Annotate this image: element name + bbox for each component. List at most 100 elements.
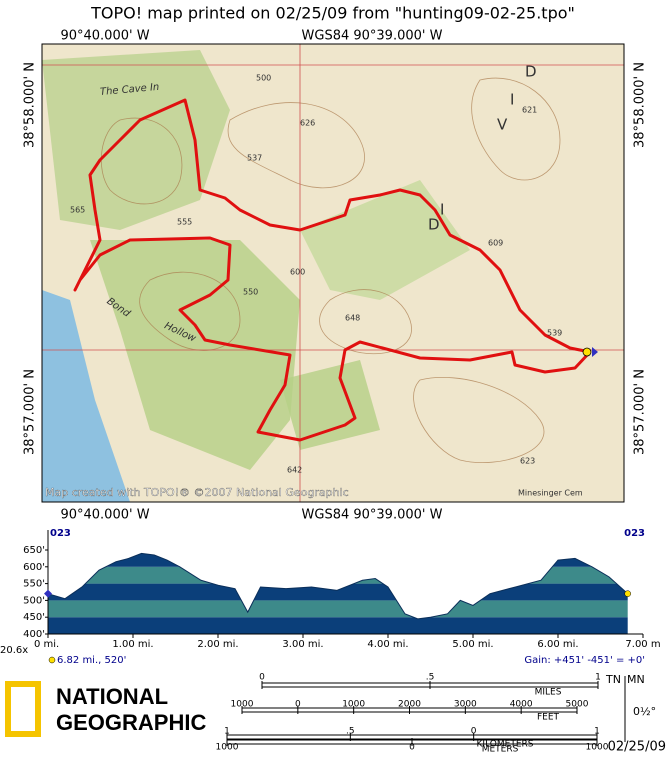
woods [90, 240, 300, 470]
map-label: I [510, 91, 514, 109]
map-label: The Cave In [100, 82, 160, 98]
scale-label: 1000 [231, 700, 254, 710]
x-tick-label: 5.00 mi. [452, 639, 493, 650]
scale-label: 2000 [398, 700, 421, 710]
logo-text: GEOGRAPHIC [56, 710, 206, 735]
coord-label: 90°40.000' W [60, 29, 149, 44]
map-label: D [525, 63, 537, 81]
cursor-marker [48, 656, 56, 664]
profile-area [47, 552, 629, 620]
coord-label: 38°57.000' N [23, 369, 38, 455]
map-label: 623 [520, 457, 535, 466]
y-tick-label: 550' [23, 579, 45, 590]
map-label: 565 [70, 206, 85, 215]
y-tick-label: 450' [23, 612, 45, 623]
scale-label: 0 [409, 743, 415, 753]
cursor-label: 6.82 mi., 520' [57, 655, 126, 666]
scale-label: 0 [295, 700, 301, 710]
map-label: 609 [488, 239, 503, 248]
water [42, 290, 130, 502]
scale-label: 1 [594, 727, 600, 737]
coord-label: 38°58.000' N [23, 62, 38, 148]
map-label: 537 [247, 154, 262, 163]
y-tick-label: 650' [23, 545, 45, 556]
map-label: I [440, 201, 444, 219]
gain-label: Gain: +451' -451' = +0' [524, 655, 645, 666]
map-label: Minesinger Cem [518, 489, 583, 498]
map-label: 550 [243, 288, 258, 297]
map-border [41, 43, 625, 503]
start-marker [592, 347, 598, 357]
scale-unit: METERS [482, 745, 519, 755]
scale-bars: 0 .5 1 MILES 1000 0 1000 2000 3000 4000 5000 FEET 1.… [216, 673, 609, 755]
north-label: TN [605, 673, 621, 686]
woods [300, 180, 470, 300]
x-tick-label: 7.00 m [625, 639, 660, 650]
scale-label: 1000 [342, 700, 365, 710]
logo-frame [5, 681, 41, 737]
scale-label: 0 [471, 727, 477, 737]
scale-label: 1000 [586, 743, 609, 753]
elevation-profile: 400' 450' 500' 550' 600' 650' 0 mi. 1.00 mi. 2.0… [23, 530, 661, 650]
scale-label: 3000 [454, 700, 477, 710]
map-label: 648 [345, 314, 360, 323]
map-label: 539 [547, 329, 562, 338]
profile-band [48, 583, 628, 601]
declination: 0½° [633, 705, 656, 718]
x-tick-label: 6.00 mi. [537, 639, 578, 650]
map: The Cave InBondHollowDIVID62653756555564… [42, 44, 624, 502]
x-tick-label: 4.00 mi. [367, 639, 408, 650]
track [73, 98, 592, 442]
logo: NATIONAL GEOGRAPHIC [5, 681, 206, 737]
profile-start-point [44, 589, 52, 598]
north-label: MN [627, 673, 645, 686]
profile-band [48, 566, 628, 584]
map-label: D [428, 216, 440, 234]
profile-band [48, 553, 628, 567]
scale-unit: MILES [535, 688, 562, 698]
map-label: 600 [290, 268, 305, 277]
x-tick-label: 3.00 mi. [282, 639, 323, 650]
profile-end-point [624, 590, 631, 597]
map-label: V [497, 116, 508, 134]
x-tick-label: 0 mi. [34, 639, 59, 650]
profile-band [48, 617, 628, 634]
scale-unit: FEET [537, 713, 560, 723]
map-label: 555 [177, 218, 192, 227]
map-label: 500 [256, 74, 271, 83]
logo-text: NATIONAL [56, 684, 168, 709]
scale-label: .5 [426, 673, 435, 683]
map-label: 621 [522, 106, 537, 115]
scale-label: 1 [224, 727, 230, 737]
map-label: 642 [287, 466, 302, 475]
coord-label: 38°57.000' N [633, 369, 648, 455]
coord-label: WGS84 90°39.000' W [302, 508, 443, 523]
title: TOPO! map printed on 02/25/09 from "hunt… [90, 4, 575, 23]
y-tick-label: 600' [23, 562, 45, 573]
map-label: 626 [300, 119, 315, 128]
scale-label: 1000 [216, 743, 239, 753]
profile-end: 023 [624, 528, 645, 539]
scale-label: 4000 [510, 700, 533, 710]
x-tick-label: 2.00 mi. [197, 639, 238, 650]
map-credit: Map created with TOPO!® ©2007 National G… [45, 486, 349, 499]
coord-label: 38°58.000' N [633, 62, 648, 148]
scale-label: 0 [259, 673, 265, 683]
y-tick-label: 400' [23, 629, 45, 640]
y-tick-label: 500' [23, 595, 45, 606]
woods [42, 50, 230, 230]
scale-label: 5000 [566, 700, 589, 710]
scale-label: .5 [346, 727, 355, 737]
print-date: 02/25/09 [608, 740, 666, 755]
coord-label: 90°40.000' W [60, 508, 149, 523]
contours [100, 77, 561, 463]
x-tick-label: 1.00 mi. [112, 639, 153, 650]
profile-band [48, 600, 628, 618]
scale-label: 1 [595, 673, 601, 683]
woods [280, 360, 380, 450]
coord-label: WGS84 90°39.000' W [302, 29, 443, 44]
profile-start: 023 [50, 528, 71, 539]
profile-zoom: 20.6x [0, 645, 28, 656]
end-marker [582, 347, 592, 357]
